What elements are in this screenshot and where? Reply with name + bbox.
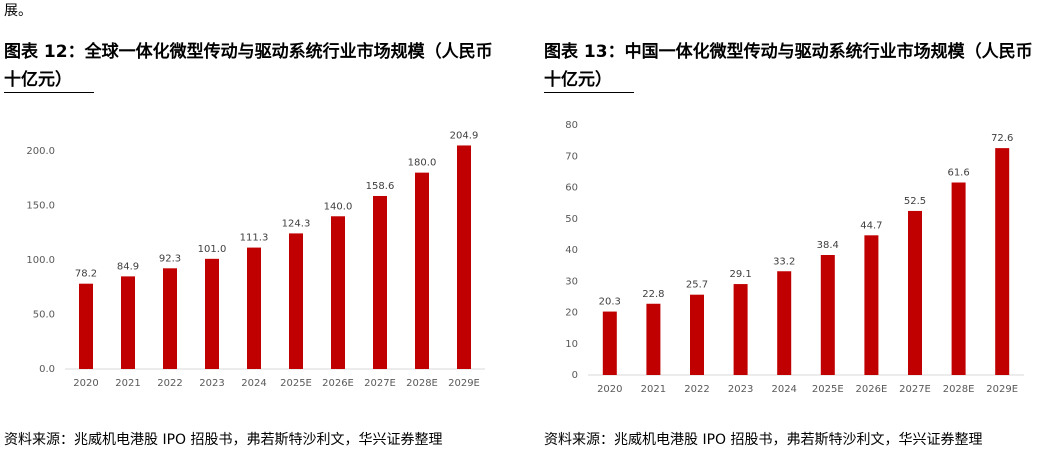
x-tick-label: 2025E [812,384,844,395]
value-label: 38.4 [817,240,839,251]
bar [820,255,835,375]
bar [690,294,704,375]
x-tick-label: 2029E [448,378,480,389]
value-label: 92.3 [159,253,181,264]
y-tick-label: 50 [565,214,578,225]
value-label: 22.8 [642,289,664,300]
bar [646,303,661,375]
bar [457,145,471,369]
bar [995,148,1010,375]
x-tick-label: 2024 [241,378,266,389]
value-label: 78.2 [75,269,97,280]
x-tick-label: 2026E [856,384,888,395]
y-tick-label: 70 [565,151,578,162]
bar [121,276,135,369]
y-tick-label: 60 [565,183,578,194]
x-tick-label: 2021 [115,378,140,389]
chart-title: 图表 13：中国一体化微型传动与驱动系统行业市场规模（人民币十亿元） [544,42,1033,90]
x-tick-label: 2024 [771,384,796,395]
y-tick-label: 80 [565,120,578,131]
x-tick-label: 2023 [728,384,753,395]
x-tick-label: 2027E [364,378,396,389]
y-tick-label: 150.0 [26,200,55,211]
y-tick-label: 30 [565,276,578,287]
value-label: 124.3 [282,218,311,229]
intro-text: 展。 [4,3,32,19]
value-label: 44.7 [860,220,882,231]
x-tick-label: 2022 [157,378,182,389]
x-tick-label: 2026E [322,378,354,389]
bar [163,268,177,369]
value-label: 101.0 [198,244,227,255]
title-underline [4,92,94,93]
value-label: 25.7 [686,280,708,291]
source: 资料来源：兆威机电港股 IPO 招股书，弗若斯特沙利文，华兴证券整理 [4,432,443,448]
x-tick-label: 2020 [73,378,98,389]
bar [373,195,387,369]
y-tick-label: 0.0 [39,364,55,375]
x-tick-label: 2021 [641,384,666,395]
bar [864,235,879,375]
value-label: 111.3 [240,233,269,244]
chart-title: 图表 12：全球一体化微型传动与驱动系统行业市场规模（人民币十亿元） [4,42,493,90]
x-tick-label: 2023 [199,378,224,389]
x-tick-label: 2025E [280,378,312,389]
bar [247,247,261,369]
value-label: 204.9 [450,130,479,141]
chart: 0.0 50.0 100.0 150.0 200.0 2020 78.2 2021 84.9 20… [26,130,485,389]
x-tick-label: 2022 [684,384,709,395]
x-tick-label: 2027E [899,384,931,395]
value-label: 180.0 [408,158,437,169]
y-tick-label: 10 [565,339,578,350]
y-tick-label: 200.0 [26,146,55,157]
value-label: 29.1 [729,269,751,280]
value-label: 33.2 [773,256,795,267]
bar [205,258,219,369]
value-label: 52.5 [904,196,926,207]
chart: 0 10 20 30 40 50 60 70 80 2020 20.3 2021 22.8 2022 25.… [565,120,1024,395]
bar [951,182,966,375]
y-tick-label: 100.0 [26,255,55,266]
bar [415,172,429,369]
bar [602,311,617,375]
source: 资料来源：兆威机电港股 IPO 招股书，弗若斯特沙利文，华兴证券整理 [544,432,983,448]
bar [908,210,922,375]
bar [331,216,345,369]
bar [777,271,792,375]
value-label: 84.9 [117,261,139,272]
bar [289,233,303,369]
y-tick-label: 40 [565,245,578,256]
value-label: 158.6 [366,181,395,192]
x-tick-label: 2028E [943,384,975,395]
y-tick-label: 20 [565,308,578,319]
x-tick-label: 2029E [986,384,1018,395]
y-tick-label: 50.0 [33,309,55,320]
x-tick-label: 2028E [406,378,438,389]
y-tick-label: 0 [572,370,578,381]
value-label: 61.6 [947,168,969,179]
bar [733,284,748,375]
value-label: 140.0 [324,201,353,212]
title-underline [544,92,634,93]
value-label: 72.6 [991,133,1013,144]
value-label: 20.3 [599,297,621,308]
x-tick-label: 2020 [597,384,622,395]
bar [79,283,93,369]
